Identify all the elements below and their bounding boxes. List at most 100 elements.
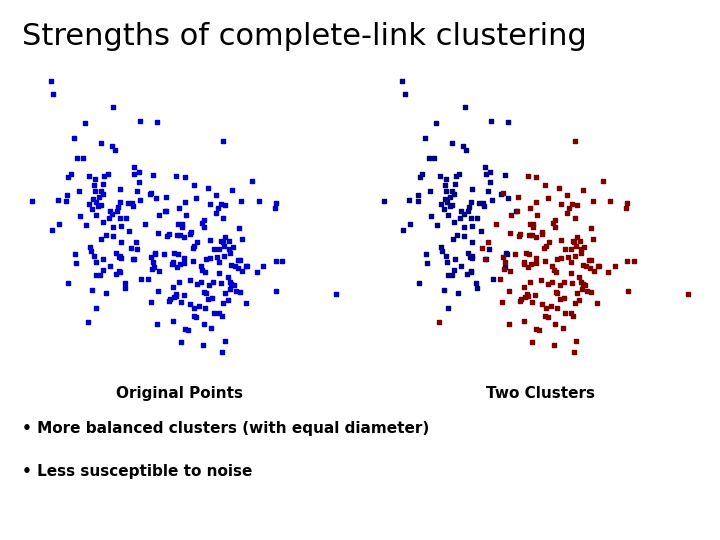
Point (423, 153, 434, 162)
Point (77, 154, 89, 163)
Point (60, 191, 72, 200)
Point (126, 199, 138, 207)
Point (450, 171, 462, 180)
Point (170, 290, 181, 299)
Point (188, 311, 199, 320)
Point (220, 200, 231, 209)
Point (528, 220, 539, 228)
Point (540, 304, 552, 313)
Point (562, 209, 573, 218)
Point (593, 261, 604, 270)
Point (459, 232, 470, 240)
Point (441, 175, 452, 184)
Point (82, 317, 94, 326)
Point (89, 175, 101, 184)
Point (207, 294, 218, 302)
Point (86, 205, 98, 214)
Point (539, 256, 550, 265)
Point (438, 286, 449, 294)
Point (115, 222, 127, 231)
Point (559, 245, 571, 254)
Point (523, 231, 534, 240)
Point (73, 187, 84, 195)
Point (472, 213, 483, 222)
Point (463, 207, 474, 215)
Point (271, 287, 282, 295)
Point (210, 209, 221, 218)
Point (130, 238, 142, 246)
Point (524, 278, 536, 286)
Point (240, 299, 251, 308)
Point (146, 265, 158, 273)
Point (478, 201, 490, 210)
Point (465, 267, 477, 276)
Point (499, 258, 510, 267)
Point (153, 211, 165, 220)
Point (540, 242, 552, 251)
Point (510, 206, 522, 215)
Point (622, 287, 634, 295)
Point (171, 172, 182, 180)
Point (184, 275, 196, 284)
Point (571, 233, 582, 242)
Point (585, 287, 597, 296)
Point (168, 248, 180, 257)
Point (241, 261, 253, 270)
Point (219, 337, 230, 346)
Point (505, 267, 516, 275)
Point (46, 226, 58, 234)
Point (128, 163, 140, 171)
Point (485, 178, 496, 186)
Point (163, 230, 175, 238)
Point (230, 287, 241, 295)
Point (549, 223, 561, 232)
Point (199, 268, 210, 276)
Point (97, 190, 109, 199)
Point (436, 243, 447, 252)
Point (270, 198, 282, 207)
Point (604, 197, 616, 205)
Point (579, 243, 590, 252)
Point (485, 168, 496, 177)
Point (447, 234, 459, 243)
Point (127, 201, 138, 210)
Point (524, 220, 536, 228)
Point (68, 250, 80, 259)
Point (405, 219, 416, 228)
Point (428, 154, 440, 163)
Point (187, 256, 199, 265)
Point (122, 199, 134, 207)
Point (438, 205, 449, 214)
Point (449, 218, 460, 226)
Point (584, 264, 595, 272)
Point (167, 258, 179, 266)
Point (413, 279, 425, 287)
Point (496, 190, 508, 198)
Point (220, 233, 231, 242)
Point (465, 213, 477, 222)
Point (113, 253, 125, 262)
Point (90, 258, 102, 266)
Point (197, 266, 208, 274)
Point (84, 199, 95, 208)
Point (182, 326, 194, 335)
Point (550, 287, 562, 296)
Point (94, 271, 106, 280)
Point (461, 146, 472, 154)
Point (194, 301, 205, 310)
Point (191, 313, 202, 321)
Point (199, 303, 211, 312)
Point (454, 214, 466, 222)
Text: • More balanced clusters (with equal diameter): • More balanced clusters (with equal dia… (22, 421, 429, 436)
Point (464, 253, 476, 262)
Point (226, 185, 238, 194)
Point (112, 207, 123, 215)
Point (480, 170, 492, 178)
Point (567, 199, 578, 208)
Point (504, 229, 516, 238)
Point (179, 198, 191, 206)
Point (526, 338, 538, 347)
Point (132, 245, 143, 253)
Point (531, 211, 543, 220)
Point (179, 324, 191, 333)
